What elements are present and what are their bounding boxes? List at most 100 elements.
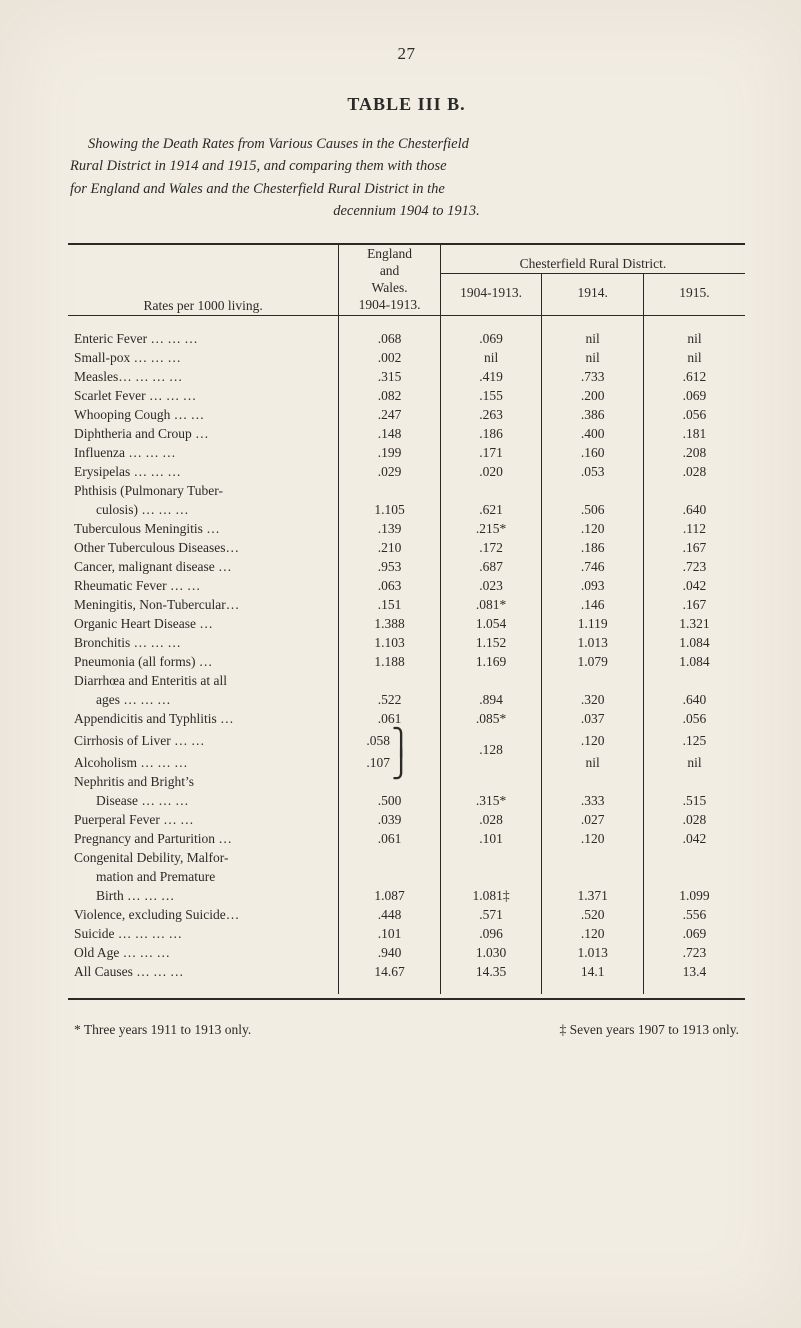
table-row: All Causes … … …14.6714.3514.113.4 [68,962,745,981]
row-eng: 1.103 [339,633,441,652]
table-row: Organic Heart Disease …1.3881.0541.1191.… [68,614,745,633]
row-c [643,848,745,867]
row-b: .333 [542,791,644,810]
row-label: Old Age … … … [68,943,339,962]
row-a: .081* [440,595,542,614]
row-b: .506 [542,500,644,519]
table-row: Old Age … … ….9401.0301.013.723 [68,943,745,962]
header-col-a: 1904-1913. [440,274,542,303]
row-a: 1.081‡ [440,886,542,905]
row-b: .746 [542,557,644,576]
row-b: .160 [542,443,644,462]
row-b: .120 [542,924,644,943]
row-c [643,671,745,690]
row-a: 1.030 [440,943,542,962]
row-a-shared: .128 [440,728,542,772]
row-b [542,481,644,500]
table-row: Small-pox … … ….002nilnilnil [68,348,745,367]
row-eng: .002 [339,348,441,367]
row-a: .215* [440,519,542,538]
row-b: .093 [542,576,644,595]
row-c: .069 [643,386,745,405]
row-c [643,481,745,500]
row-label: Scarlet Fever … … … [68,386,339,405]
row-b: .186 [542,538,644,557]
row-b: .200 [542,386,644,405]
table-row: Cirrhosis of Liver … … .058 ⎫ .128 .120 … [68,728,745,750]
row-eng: 14.67 [339,962,441,981]
footnote-left: * Three years 1911 to 1913 only. [74,1022,251,1038]
row-label: Violence, excluding Suicide… [68,905,339,924]
row-a [440,481,542,500]
row-c: .125 [643,728,745,750]
row-label: Diphtheria and Croup … [68,424,339,443]
row-eng [339,848,441,867]
row-c: .640 [643,690,745,709]
header-col-c: 1915. [643,274,745,303]
table-row: Whooping Cough … ….247.263.386.056 [68,405,745,424]
row-a: .028 [440,810,542,829]
row-a: .263 [440,405,542,424]
row-c: nil [643,750,745,772]
row-a [440,867,542,886]
row-eng [339,481,441,500]
table-row: Phthisis (Pulmonary Tuber- [68,481,745,500]
table-row: Bronchitis … … …1.1031.1521.0131.084 [68,633,745,652]
row-b: nil [542,329,644,348]
row-c [643,772,745,791]
row-b: .146 [542,595,644,614]
row-eng: .029 [339,462,441,481]
header-col-b: 1914. [542,274,644,303]
header-england-l2: and [380,263,400,278]
row-label: Alcoholism … … … [68,750,339,772]
row-c: .556 [643,905,745,924]
row-b: .027 [542,810,644,829]
row-a: .101 [440,829,542,848]
row-c: .208 [643,443,745,462]
row-label: All Causes … … … [68,962,339,981]
row-label: ages … … … [68,690,339,709]
table-row: Birth … … …1.0871.081‡1.3711.099 [68,886,745,905]
table-row: Violence, excluding Suicide….448.571.520… [68,905,745,924]
table-row: Influenza … … ….199.171.160.208 [68,443,745,462]
row-eng: .039 [339,810,441,829]
table-row: Pregnancy and Parturition ….061.101.120.… [68,829,745,848]
table-caption: Showing the Death Rates from Various Cau… [70,133,743,223]
row-a: .419 [440,367,542,386]
row-b: 14.1 [542,962,644,981]
row-label: Cirrhosis of Liver … … [68,728,339,750]
table-title: TABLE III B. [68,94,745,115]
row-label: Other Tuberculous Diseases… [68,538,339,557]
row-c: .042 [643,829,745,848]
row-c: .723 [643,943,745,962]
row-label: Suicide … … … … [68,924,339,943]
row-eng: .139 [339,519,441,538]
table-row: Puerperal Fever … ….039.028.027.028 [68,810,745,829]
row-c: .069 [643,924,745,943]
row-label: Cancer, malignant disease … [68,557,339,576]
row-eng [339,867,441,886]
row-b: .120 [542,519,644,538]
row-a: .096 [440,924,542,943]
row-c: .612 [643,367,745,386]
row-eng: .063 [339,576,441,595]
row-a [440,848,542,867]
row-c: .167 [643,595,745,614]
row-eng: .068 [339,329,441,348]
row-a: .020 [440,462,542,481]
row-label: Phthisis (Pulmonary Tuber- [68,481,339,500]
row-a: 1.152 [440,633,542,652]
row-a: .155 [440,386,542,405]
table-row: Tuberculous Meningitis ….139.215*.120.11… [68,519,745,538]
row-eng: .953 [339,557,441,576]
row-c: 1.321 [643,614,745,633]
row-eng: 1.105 [339,500,441,519]
row-label: Tuberculous Meningitis … [68,519,339,538]
row-label: Meningitis, Non-Tubercular… [68,595,339,614]
table-row: Diarrhœa and Enteritis at all [68,671,745,690]
row-a: .023 [440,576,542,595]
row-label: Birth … … … [68,886,339,905]
table-row: culosis) … … …1.105.621.506.640 [68,500,745,519]
row-label: Whooping Cough … … [68,405,339,424]
row-c [643,867,745,886]
